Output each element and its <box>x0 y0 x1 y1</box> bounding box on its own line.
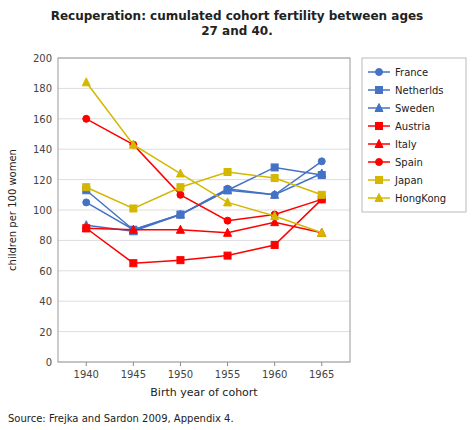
data-point <box>271 175 278 182</box>
y-tick-label: 60 <box>39 266 52 277</box>
x-tick-label: 1945 <box>121 369 146 380</box>
data-point <box>271 212 279 220</box>
y-axis-label: children per 100 women <box>7 149 18 271</box>
data-point <box>318 169 326 177</box>
data-point <box>130 260 137 267</box>
y-tick-label: 200 <box>33 53 52 64</box>
data-point <box>177 191 184 198</box>
grid-line <box>58 210 350 211</box>
data-point <box>177 211 184 218</box>
legend-label: Sweden <box>395 103 435 114</box>
title: Recuperation: cumulated cohort fertility… <box>51 9 424 38</box>
x-tick <box>86 362 87 366</box>
chart: Recuperation: cumulated cohort fertility… <box>0 0 474 430</box>
legend-marker <box>376 123 383 130</box>
series-line <box>86 199 321 263</box>
grid-line <box>58 118 350 119</box>
y-tick-label: 120 <box>33 175 52 186</box>
x-tick-label: 1960 <box>262 369 287 380</box>
data-point <box>83 184 90 191</box>
legend-marker <box>376 159 383 166</box>
data-point <box>82 78 90 86</box>
data-point <box>83 225 90 232</box>
legend-label: Spain <box>395 157 423 168</box>
legend-label: France <box>395 67 428 78</box>
data-point <box>271 241 278 248</box>
data-point <box>130 226 137 233</box>
data-point <box>177 184 184 191</box>
series-line <box>86 119 321 221</box>
data-point <box>271 164 278 171</box>
data-point <box>177 211 184 218</box>
legend-marker <box>375 194 383 202</box>
y-tick-label: 160 <box>33 114 52 125</box>
x-tick-label: 1940 <box>74 369 99 380</box>
data-point <box>82 224 90 232</box>
legend-label: Japan <box>394 175 423 186</box>
data-point <box>177 257 184 264</box>
y-tick-label: 100 <box>33 205 52 216</box>
source-note: Source: Frejka and Sardon 2009, Appendix… <box>8 413 234 424</box>
y-tick-label: 20 <box>39 327 52 338</box>
data-point <box>130 226 137 233</box>
legend-label: HongKong <box>395 193 446 204</box>
data-point <box>224 169 231 176</box>
x-tick <box>180 362 181 366</box>
legend-label: Austria <box>395 121 430 132</box>
y-tick-label: 0 <box>46 357 52 368</box>
legend-marker <box>375 104 383 112</box>
grid-line <box>58 270 350 271</box>
data-point <box>271 191 278 198</box>
series-line <box>86 82 321 232</box>
y-tick-label: 80 <box>39 235 52 246</box>
legend-label: Netherlds <box>395 85 444 96</box>
legend-marker <box>376 87 383 94</box>
data-point <box>176 169 184 177</box>
data-point <box>129 225 137 233</box>
data-point <box>271 190 279 198</box>
y-tick-label: 140 <box>33 144 52 155</box>
data-point <box>129 140 137 148</box>
x-tick <box>274 362 275 366</box>
grid-line <box>58 88 350 89</box>
x-tick <box>227 362 228 366</box>
data-point <box>224 252 231 259</box>
y-tick-label: 40 <box>39 296 52 307</box>
legend-marker <box>375 140 383 148</box>
data-point <box>130 205 137 212</box>
legend: France Netherlds Sweden Austria Italy Spain Ja… <box>362 58 466 212</box>
grid-line <box>58 301 350 302</box>
x-tick <box>133 362 134 366</box>
x-tick-label: 1950 <box>168 369 193 380</box>
y-tick-label: 180 <box>33 83 52 94</box>
data-point <box>224 186 232 194</box>
x-tick-label: 1955 <box>215 369 240 380</box>
legend-marker <box>376 69 383 76</box>
data-point <box>224 198 232 206</box>
grid-line <box>58 331 350 332</box>
data-point <box>83 115 90 122</box>
data-point <box>224 187 231 194</box>
x-axis-label: Birth year of cohort <box>150 386 258 399</box>
data-point <box>318 228 326 236</box>
legend-box <box>362 58 466 212</box>
data-point <box>83 199 90 206</box>
data-point <box>176 225 184 233</box>
legend-marker <box>376 177 383 184</box>
legend-label: Italy <box>395 139 417 150</box>
data-point <box>224 228 232 236</box>
x-tick-label: 1965 <box>309 369 334 380</box>
data-point <box>176 210 184 218</box>
plot-area <box>82 78 325 267</box>
plot-frame <box>58 58 350 362</box>
series-line <box>86 172 321 208</box>
x-tick <box>321 362 322 366</box>
data-point <box>224 217 231 224</box>
data-point <box>318 158 325 165</box>
grid-line <box>58 149 350 150</box>
series-line <box>86 222 321 233</box>
data-point <box>318 191 325 198</box>
